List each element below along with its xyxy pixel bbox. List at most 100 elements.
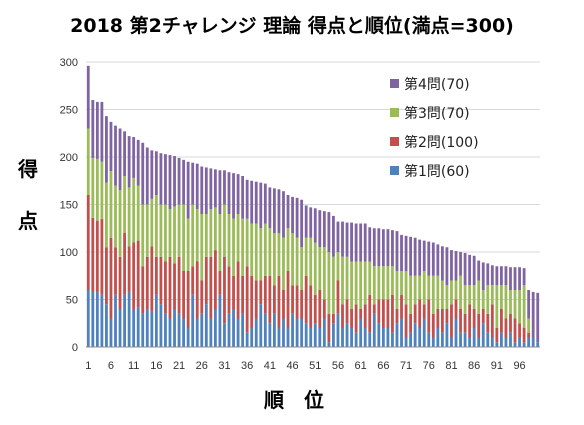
legend-label: 第1問(60) [404,163,470,180]
bar-segment [422,304,426,319]
bar-segment [173,309,176,347]
y-tick-label: 150 [60,200,78,212]
bar-segment [177,313,181,347]
bar-segment [327,212,331,252]
bar-segment [440,246,444,281]
bar-segment [345,222,349,257]
bar-segment [195,318,199,347]
bar-segment [118,256,122,309]
bar-segment [513,342,517,347]
bar-segment [513,290,517,319]
bar-segment [295,285,299,319]
bar-segment [195,163,199,210]
bar-segment [232,309,235,347]
bar-segment [273,233,276,286]
bar-segment [332,313,335,324]
bar-segment [363,261,367,305]
bar-segment [322,211,326,248]
bar-segment [109,237,113,319]
bar-segment [182,271,186,319]
bar-segment [318,210,322,248]
bar-segment [454,280,458,300]
bar-segment [282,191,285,238]
bar-segment [236,261,240,319]
bar-segment [245,266,249,333]
bar-segment [191,266,195,295]
bar-segment [286,271,290,328]
bar-segment [182,159,186,205]
bar-segment [263,223,267,276]
bar-segment [123,176,126,233]
bar-segment [522,342,526,347]
bar-segment [422,318,426,347]
bar-segment [159,204,163,257]
bar-segment [409,236,413,276]
bar-segment [354,261,358,305]
bar-segment [345,256,349,300]
bar-segment [486,263,490,286]
bar-segment [164,204,167,262]
bar-segment [418,299,422,328]
bar-segment [445,309,449,324]
bar-segment [259,182,263,229]
bar-segment [173,263,176,309]
bar-segment [177,157,181,205]
bar-segment [413,323,417,347]
bar-segment [164,261,167,314]
bar-segment [227,266,231,314]
bar-segment [518,267,521,290]
bar-segment [304,275,308,324]
bar-segment [218,214,222,271]
bar-segment [168,256,172,319]
bar-segment [150,310,154,347]
bar-segment [377,228,381,267]
legend-swatch [390,79,399,88]
bar-segment [518,323,521,338]
bar-segment [209,318,213,347]
bar-segment [114,247,117,295]
bar-segment [477,260,481,281]
x-tick-labels: 1 6 11 16 21 26 31 36 41 46 51 56 61 66 71 76 81 86 91 96 [85,360,525,372]
bar-segment [372,266,376,305]
bar-segment [377,323,381,347]
bar-segment [477,280,481,314]
bar-segment [223,170,226,205]
bar-segment [527,332,531,338]
bar-segment [440,332,444,347]
bar-segment [359,318,363,347]
bar-segment [118,190,122,257]
bar-segment [132,137,136,178]
bar-segment [427,299,431,333]
bar-segment [145,256,149,309]
bar-segment [300,199,304,248]
bar-segment [168,209,172,257]
bar-segment [159,256,163,305]
bar-segment [427,332,431,347]
bar-segment [245,218,249,267]
y-tick-label: 250 [60,105,78,117]
bar-segment [527,337,531,347]
bar-segment [513,318,517,343]
bar-segment [359,223,363,262]
bar-segment [350,309,353,328]
x-tick-label: 81 [445,360,457,372]
bar-segment [95,158,99,221]
bar-segment [145,309,149,347]
bar-segment [273,313,276,347]
bar-segment [332,256,335,314]
bar-segment [313,242,317,295]
bar-segment [350,261,353,309]
bar-segment [454,251,458,281]
bar-segment [363,304,367,328]
bar-segment [159,153,163,205]
bar-segment [200,214,204,281]
bar-segment [123,131,126,176]
bar-segment [513,267,517,290]
bar-segment [490,337,494,347]
bar-segment [186,218,190,271]
bar-segment [186,161,190,219]
bar-segment [413,304,417,324]
bar-segment [114,185,117,248]
bar-segment [359,261,363,309]
bar-segment [304,205,308,238]
